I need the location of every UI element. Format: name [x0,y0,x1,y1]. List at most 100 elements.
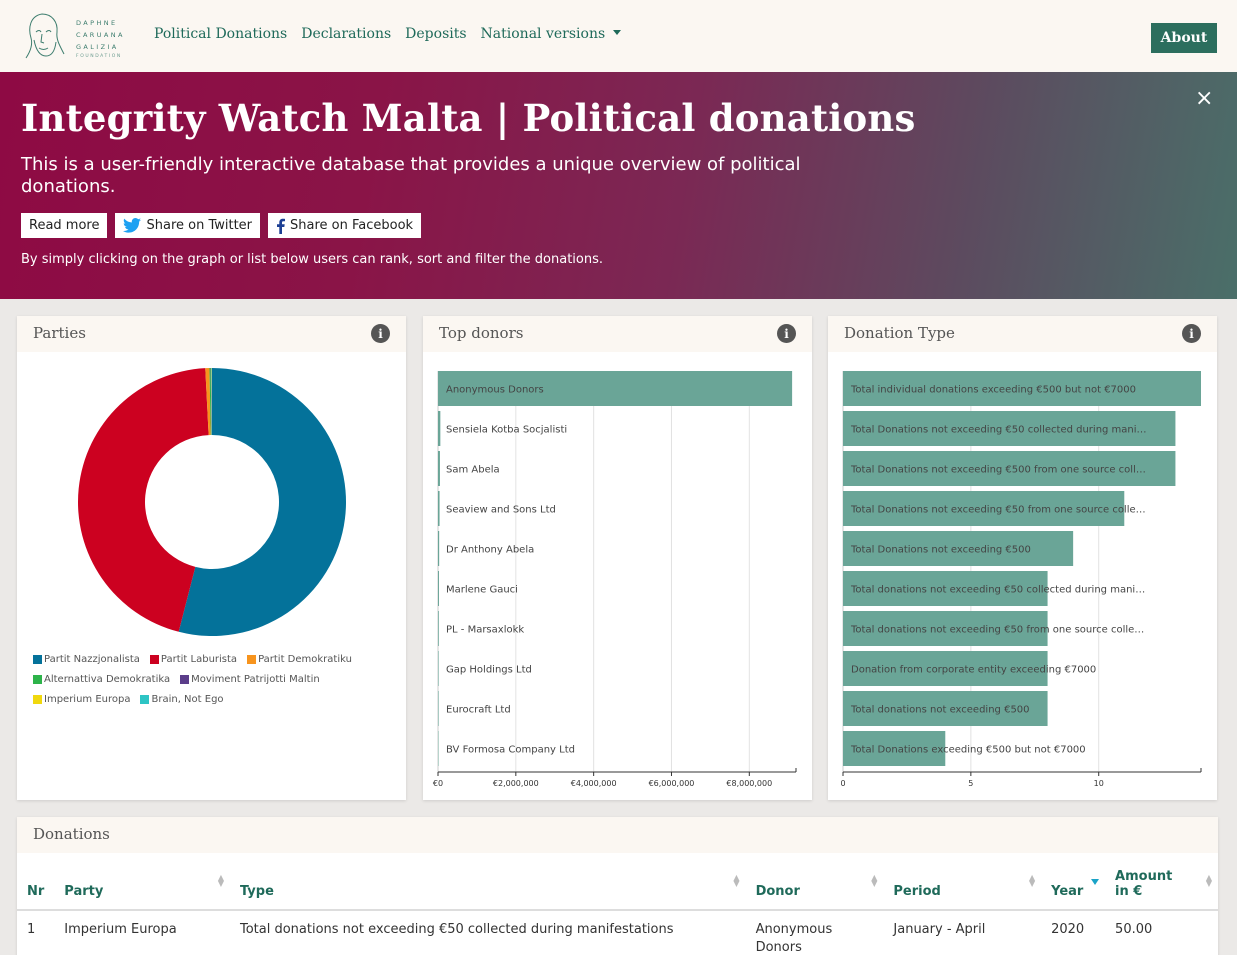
caret-down-icon [613,30,622,35]
cell-type: Total donations not exceeding €50 collec… [239,922,674,937]
bar[interactable] [438,411,441,446]
bar[interactable] [843,451,1176,486]
donations-panel-header: Donations [17,817,1218,853]
nav-political-donations[interactable]: Political Donations [154,26,288,42]
sort-icon: ▲ ▼ [871,873,878,888]
about-button[interactable]: About [1151,23,1217,53]
bar-label: Total donations not exceeding €50 collec… [850,585,1145,596]
bar[interactable] [438,571,439,606]
cell-nr: 1 [27,922,36,937]
parties-title: Parties [33,324,86,342]
header-year[interactable]: Year [1041,853,1106,911]
hero-banner: Integrity Watch Malta | Political donati… [0,72,1237,299]
legend-item[interactable]: Partit Nazzjonalista [33,654,140,665]
cell-donor: Anonymous Donors [755,922,833,955]
legend-item[interactable]: Imperium Europa [33,694,130,705]
header-party[interactable]: Party ▲ ▼ [54,853,230,911]
bar-label: Total Donations not exceeding €500 from … [850,465,1146,476]
header-amount[interactable]: Amount in € ▲ ▼ [1105,853,1218,911]
bar[interactable] [843,371,1201,406]
bar[interactable] [843,731,946,766]
bar-label: Total Donations not exceeding €500 [850,545,1031,556]
info-icon[interactable]: i [1182,324,1201,343]
hero-subtitle: By simply clicking on the graph or list … [21,252,604,267]
bar[interactable] [843,611,1048,646]
tick-label: €8,000,000 [726,779,772,788]
bar[interactable] [438,651,439,686]
legend-item[interactable]: Partit Demokratiku [247,654,352,665]
header-period[interactable]: Period ▲ ▼ [883,853,1042,911]
header-type[interactable]: Type ▲ ▼ [229,853,746,911]
legend-label: Partit Laburista [160,654,238,665]
pie-slice[interactable] [178,368,347,636]
share-facebook-button[interactable]: Share on Facebook [268,213,422,238]
header-nr[interactable]: Nr [17,853,55,911]
main-nav: Political Donations Declarations Deposit… [154,26,622,42]
bar-label: Total Donations not exceeding €50 collec… [850,425,1147,436]
bar[interactable] [843,531,1074,566]
nav-deposits[interactable]: Deposits [405,26,467,42]
donations-table: Nr Party ▲ ▼ Type ▲ ▼ Donor ▲ ▼ Period ▲ ▼ Year … [17,853,1218,955]
bar[interactable] [438,451,440,486]
bar[interactable] [843,491,1125,526]
bar[interactable] [438,611,439,646]
legend-label: Partit Nazzjonalista [44,654,140,665]
top-donors-title: Top donors [439,324,524,342]
read-more-button[interactable]: Read more [21,213,108,238]
legend-swatch [140,695,150,704]
pie-slice[interactable] [205,368,211,436]
bar-label: Marlene Gauci [446,585,518,596]
header-donor-label: Donor [755,884,800,899]
tick-label: €2,000,000 [493,779,539,788]
bar[interactable] [843,691,1048,726]
foundation-logo[interactable]: DAPHNE CARUANA GALIZIA FOUNDATION [22,10,132,64]
close-icon[interactable]: × [1195,86,1214,111]
parties-donut-chart[interactable] [17,352,406,642]
share-twitter-button[interactable]: Share on Twitter [115,213,261,238]
legend-swatch [33,695,42,704]
bar-label: BV Formosa Company Ltd [446,745,575,756]
bar[interactable] [438,491,440,526]
legend-swatch [149,655,159,664]
donations-panel: Donations Nr Party ▲ ▼ Type ▲ ▼ Donor ▲ ▼ Peri… [17,817,1218,955]
hero-buttons: Read more Share on Twitter Share on Face… [21,213,422,238]
header-type-label: Type [239,884,274,899]
bar[interactable] [843,411,1176,446]
sort-icon: ▲ ▼ [733,873,740,888]
pie-slice[interactable] [210,368,212,436]
bar[interactable] [438,531,440,566]
pie-slice[interactable] [78,368,209,632]
header-donor[interactable]: Donor ▲ ▼ [745,853,884,911]
nav-declarations[interactable]: Declarations [301,26,392,42]
info-icon[interactable]: i [777,324,796,343]
navbar: DAPHNE CARUANA GALIZIA FOUNDATION Politi… [0,0,1237,72]
tick-label: €4,000,000 [571,779,617,788]
nav-national-versions[interactable]: National versions [481,26,622,42]
table-row[interactable]: 1 Imperium Europa Total donations not ex… [17,910,1218,955]
legend-swatch [180,675,190,684]
bar[interactable] [438,691,439,726]
bar[interactable] [843,651,1048,686]
pie-slice[interactable] [209,368,212,436]
bar[interactable] [438,371,793,406]
info-icon[interactable]: i [371,324,390,343]
bar[interactable] [843,571,1048,606]
pie-slice[interactable] [211,368,212,436]
page-title: Integrity Watch Malta | Political donati… [21,96,916,140]
top-donors-panel: Top donors i Anonymous Donors Sensiela Ko… [423,316,812,800]
tick-label: 5 [968,779,973,788]
bar-label: Dr Anthony Abela [446,545,534,556]
top-donors-bar-chart[interactable]: Anonymous Donors Sensiela Kotba Socjalist… [423,352,812,800]
tick-label: €6,000,000 [649,779,695,788]
bar-label: Total Donations not exceeding €50 from o… [850,505,1146,516]
legend-item[interactable]: Brain, Not Ego [140,694,224,705]
legend-item[interactable]: Alternattiva Demokratika [33,674,170,685]
bar-label: Seaview and Sons Ltd [446,505,556,516]
legend-item[interactable]: Moviment Patrijotti Maltin [180,674,320,685]
legend-swatch [247,655,257,664]
legend-item[interactable]: Partit Laburista [149,654,238,665]
header-party-label: Party [64,884,104,899]
donation-type-panel-header: Donation Type i [828,316,1217,352]
donation-type-bar-chart[interactable]: Total individual donations exceeding €50… [828,352,1217,800]
top-donors-panel-header: Top donors i [423,316,812,352]
